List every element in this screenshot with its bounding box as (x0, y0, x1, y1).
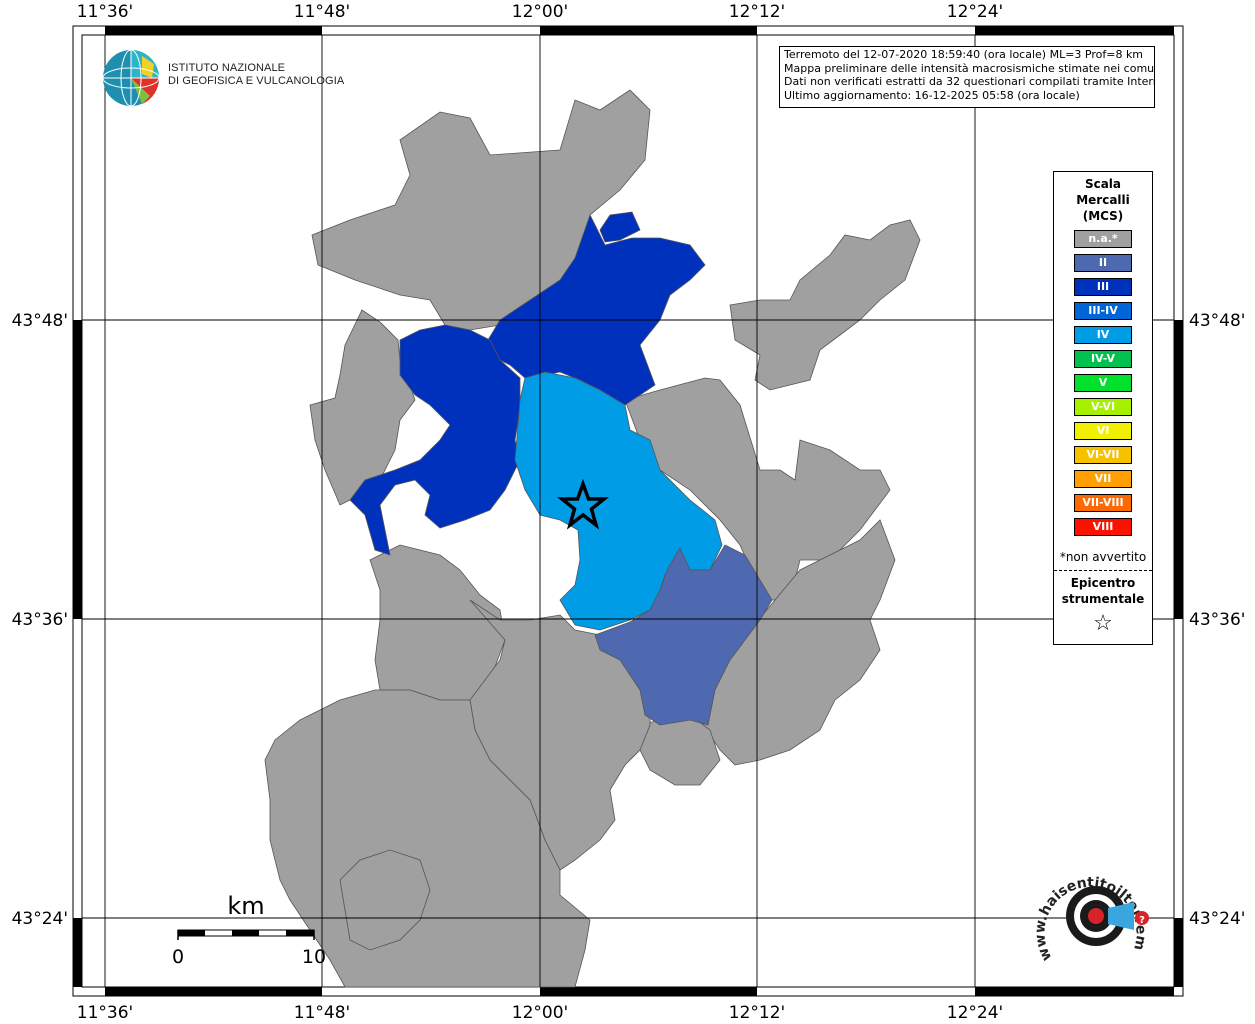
municipalities (264, 89, 921, 988)
info-line-updated: Ultimo aggiornamento: 16-12-2025 05:58 (… (784, 88, 1080, 102)
lon-label: 12°24' (947, 2, 1003, 22)
frame-ticks (73, 26, 1183, 996)
legend-item: VII (1074, 470, 1132, 488)
municipality-na (624, 377, 891, 601)
lon-label: 11°48' (294, 1003, 350, 1023)
graticule (82, 35, 1174, 987)
haisentito-logo: www.haisentitoilterremoto.it ? (1025, 850, 1158, 980)
legend-star-icon: ☆ (1093, 611, 1113, 636)
lon-label: 12°00' (512, 2, 568, 22)
earthquake-info-box: Terremoto del 12-07-2020 18:59:40 (ora l… (779, 46, 1155, 108)
legend-epicenter-label: Epicentro strumentale (1054, 575, 1152, 607)
lon-label: 12°12' (729, 1003, 785, 1023)
legend-note: *non avvertito (1059, 550, 1147, 564)
legend-item: n.a.* (1074, 230, 1132, 248)
legend-item: V (1074, 374, 1132, 392)
lon-label: 12°12' (729, 2, 785, 22)
info-line-data: Dati non verificati estratti da 32 quest… (784, 75, 1155, 88)
lon-label: 11°36' (77, 1003, 133, 1023)
scale-unit: km (227, 892, 264, 920)
scale-max-label: 10 (302, 946, 326, 968)
legend-title: Scala Mercalli (MCS) (1054, 176, 1152, 224)
ingv-name-line1: ISTITUTO NAZIONALE (168, 62, 286, 74)
legend-item: III-IV (1074, 302, 1132, 320)
lon-label: 12°00' (512, 1003, 568, 1023)
epicenter-star-icon (557, 478, 609, 530)
legend-items: n.a.* II III III-IV IV IV-V V V-VI VI VI… (1054, 230, 1152, 536)
legend-item: III (1074, 278, 1132, 296)
info-line-map: Mappa preliminare delle intensità macros… (784, 61, 1155, 75)
municipality-iii (349, 324, 521, 556)
municipality-na (339, 849, 431, 951)
legend-item: VIII (1074, 518, 1132, 536)
lat-label: 43°48' (1189, 311, 1245, 331)
legend-separator (1054, 570, 1152, 571)
municipality-na (729, 219, 921, 391)
legend-title-line: Mercalli (1076, 193, 1130, 207)
legend-item: VII-VIII (1074, 494, 1132, 512)
lon-label: 11°48' (294, 2, 350, 22)
lat-label: 43°24' (12, 909, 68, 929)
legend-title-line: (MCS) (1082, 209, 1124, 223)
legend-item: VI (1074, 422, 1132, 440)
lon-label: 11°36' (77, 2, 133, 22)
municipality-iii (599, 211, 641, 243)
scale-bar: km 0 10 (172, 892, 326, 968)
svg-text:?: ? (1139, 915, 1145, 926)
legend-item: II (1074, 254, 1132, 272)
haisentito-target-icon: www.haisentitoilterremoto.it ? (1025, 850, 1149, 963)
lon-label: 12°24' (947, 1003, 1003, 1023)
intensity-legend: Scala Mercalli (MCS) n.a.* II III III-IV… (1053, 171, 1153, 645)
legend-item: IV (1074, 326, 1132, 344)
ingv-globe-icon (102, 49, 160, 107)
legend-title-line: Scala (1084, 177, 1122, 191)
legend-epicenter-line: strumentale (1061, 592, 1145, 606)
latitude-labels-right: 43°48' 43°36' 43°24' (1189, 311, 1245, 929)
lat-label: 43°36' (1189, 610, 1245, 630)
legend-item: IV-V (1074, 350, 1132, 368)
ingv-name: ISTITUTO NAZIONALE DI GEOFISICA E VULCAN… (168, 62, 344, 88)
ingv-name-line2: DI GEOFISICA E VULCANOLOGIA (168, 75, 345, 87)
info-line-event: Terremoto del 12-07-2020 18:59:40 (ora l… (784, 48, 1144, 61)
longitude-labels-top: 11°36' 11°48' 12°00' 12°12' 12°24' (77, 2, 1003, 22)
lat-label: 43°48' (12, 311, 68, 331)
scale-min-label: 0 (172, 946, 184, 968)
legend-item: V-VI (1074, 398, 1132, 416)
lat-label: 43°36' (12, 610, 68, 630)
legend-item: VI-VII (1074, 446, 1132, 464)
longitude-labels-bottom: 11°36' 11°48' 12°00' 12°12' 12°24' (77, 1003, 1003, 1023)
latitude-labels-left: 43°48' 43°36' 43°24' (12, 311, 68, 929)
municipality-ii (594, 544, 773, 726)
lat-label: 43°24' (1189, 909, 1245, 929)
ingv-logo (102, 48, 322, 110)
legend-epicenter-line: Epicentro (1070, 576, 1136, 590)
